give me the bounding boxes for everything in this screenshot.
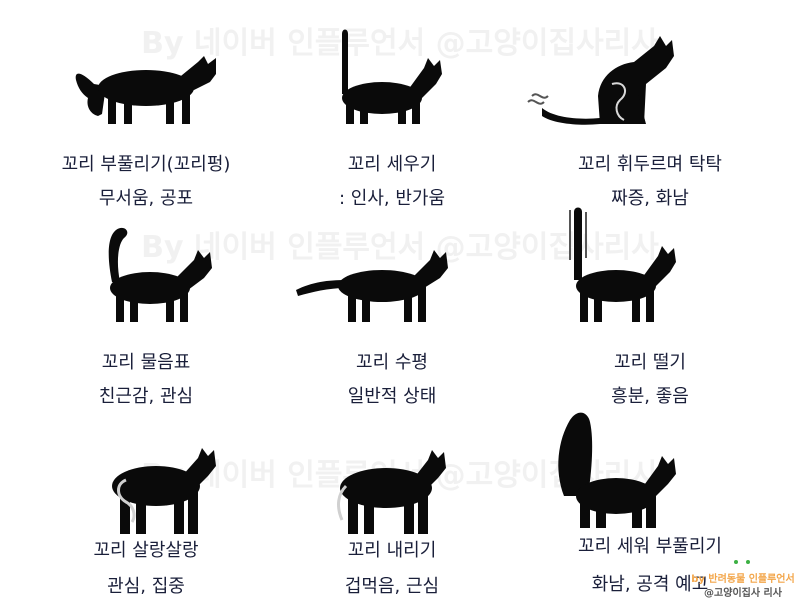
tail-card-swishing: 꼬리 살랑살랑 관심, 집중 [16,410,276,610]
cat-silhouette-sitting [520,24,780,144]
card-title: 꼬리 수평 [356,352,428,373]
cat-silhouette-lowered-tail [262,410,522,534]
card-meaning: 무서움, 공포 [98,188,194,209]
cat-silhouette-puffed-tail [16,24,276,144]
cat-silhouette-upright-tail [262,24,522,144]
card-meaning: 겁먹음, 근심 [344,576,440,597]
cat-silhouette-horizontal-tail [262,222,522,342]
badge-eye-right-icon [746,560,750,564]
cat-silhouette-quivering-tail [520,200,780,322]
card-title: 꼬리 살랑살랑 [93,540,199,561]
tail-card-horizontal: 꼬리 수평 일반적 상태 [262,222,522,422]
card-title: 꼬리 세워 부풀리기 [578,536,722,557]
card-meaning: : 인사, 반가움 [338,188,446,209]
card-meaning: 친근감, 관심 [98,386,194,407]
badge-eye-left-icon [734,560,738,564]
card-meaning: 화남, 공격 예고 [591,574,709,595]
badge-line-1: by 반려동물 인플루언서 [691,574,795,585]
tail-card-lowered: 꼬리 내리기 겁먹음, 근심 [262,410,522,610]
card-meaning: 일반적 상태 [347,386,437,407]
card-title: 꼬리 부풀리기(꼬리펑) [61,154,231,175]
tail-card-question-mark: 꼬리 물음표 친근감, 관심 [16,222,276,422]
card-meaning: 짜증, 화남 [611,188,689,209]
card-title: 꼬리 내리기 [347,540,437,561]
cat-silhouette-puffed-upright-tail [520,400,780,528]
tail-card-puffed-upright: 꼬리 세워 부풀리기 화남, 공격 예고 [520,400,780,600]
card-title: 꼬리 떨기 [614,352,686,373]
card-title: 꼬리 세우기 [347,154,437,175]
cat-silhouette-tail-tucked [16,410,276,534]
cat-silhouette-question-tail [16,222,276,342]
card-meaning: 관심, 집중 [107,576,185,597]
tail-card-quivering: 꼬리 떨기 흥분, 좋음 [520,200,780,407]
card-title: 꼬리 휘두르며 탁탁 [578,154,722,175]
card-title: 꼬리 물음표 [101,352,191,373]
tail-card-puffed: 꼬리 부풀리기(꼬리펑) 무서움, 공포 [16,24,276,224]
badge-line-2: @고양이집사 리사 [704,588,782,599]
card-meaning: 흥분, 좋음 [611,386,689,407]
influencer-badge: by 반려동물 인플루언서 @고양이집사 리사 [686,552,800,600]
tail-card-upright: 꼬리 세우기 : 인사, 반가움 [262,24,522,224]
tail-card-thumping: 꼬리 휘두르며 탁탁 짜증, 화남 [520,24,780,224]
